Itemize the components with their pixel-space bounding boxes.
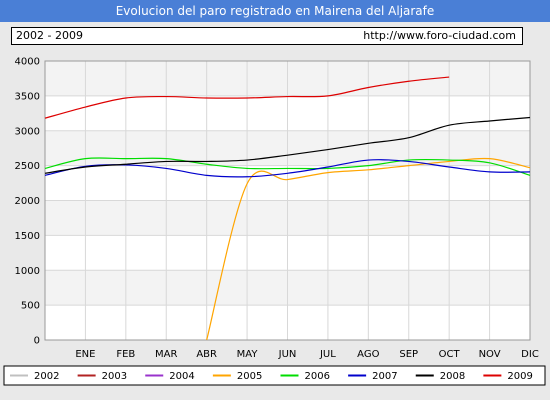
x-tick-label: MAR bbox=[155, 349, 177, 360]
y-tick-label: 2500 bbox=[15, 161, 40, 172]
y-tick-label: 0 bbox=[34, 336, 40, 347]
x-tick-label: MAY bbox=[237, 349, 259, 360]
x-tick-label: JUL bbox=[319, 349, 336, 360]
series-line-2009 bbox=[44, 76, 450, 119]
y-tick-label: 3500 bbox=[15, 91, 40, 102]
series-line-2007 bbox=[44, 159, 531, 178]
y-tick-label: 4000 bbox=[15, 57, 40, 68]
y-tick-label: 3000 bbox=[15, 126, 40, 137]
x-tick-label: NOV bbox=[479, 349, 501, 360]
plot-border bbox=[44, 60, 531, 341]
x-tick-label: ABR bbox=[196, 349, 217, 360]
legend-label-2006: 2006 bbox=[305, 371, 330, 382]
x-tick-label: AGO bbox=[357, 349, 379, 360]
legend-label-2009: 2009 bbox=[507, 371, 532, 382]
chart-title: Evolucion del paro registrado en Mairena… bbox=[0, 0, 550, 22]
x-tick-label: SEP bbox=[399, 349, 418, 360]
x-tick-label: DIC bbox=[521, 349, 539, 360]
legend-label-2002: 2002 bbox=[34, 371, 59, 382]
info-bar: 2002 - 2009 http://www.foro-ciudad.com bbox=[11, 27, 523, 45]
source-url[interactable]: http://www.foro-ciudad.com bbox=[363, 29, 516, 42]
x-tick-label: JUN bbox=[278, 349, 297, 360]
series-line-2008 bbox=[44, 116, 531, 174]
x-tick-label: FEB bbox=[116, 349, 135, 360]
y-tick-label: 1000 bbox=[15, 266, 40, 277]
x-tick-label: ENE bbox=[75, 349, 95, 360]
legend-label-2005: 2005 bbox=[237, 371, 262, 382]
legend-label-2004: 2004 bbox=[169, 371, 194, 382]
legend-label-2008: 2008 bbox=[440, 371, 465, 382]
series-line-2006 bbox=[44, 157, 531, 176]
series-line-2005 bbox=[206, 157, 531, 341]
y-tick-label: 500 bbox=[21, 301, 40, 312]
year-range: 2002 - 2009 bbox=[16, 29, 83, 42]
y-tick-label: 1500 bbox=[15, 231, 40, 242]
legend-box bbox=[3, 365, 546, 386]
legend-label-2007: 2007 bbox=[372, 371, 397, 382]
x-tick-label: OCT bbox=[439, 349, 461, 360]
y-tick-label: 2000 bbox=[15, 196, 40, 207]
legend-label-2003: 2003 bbox=[102, 371, 127, 382]
